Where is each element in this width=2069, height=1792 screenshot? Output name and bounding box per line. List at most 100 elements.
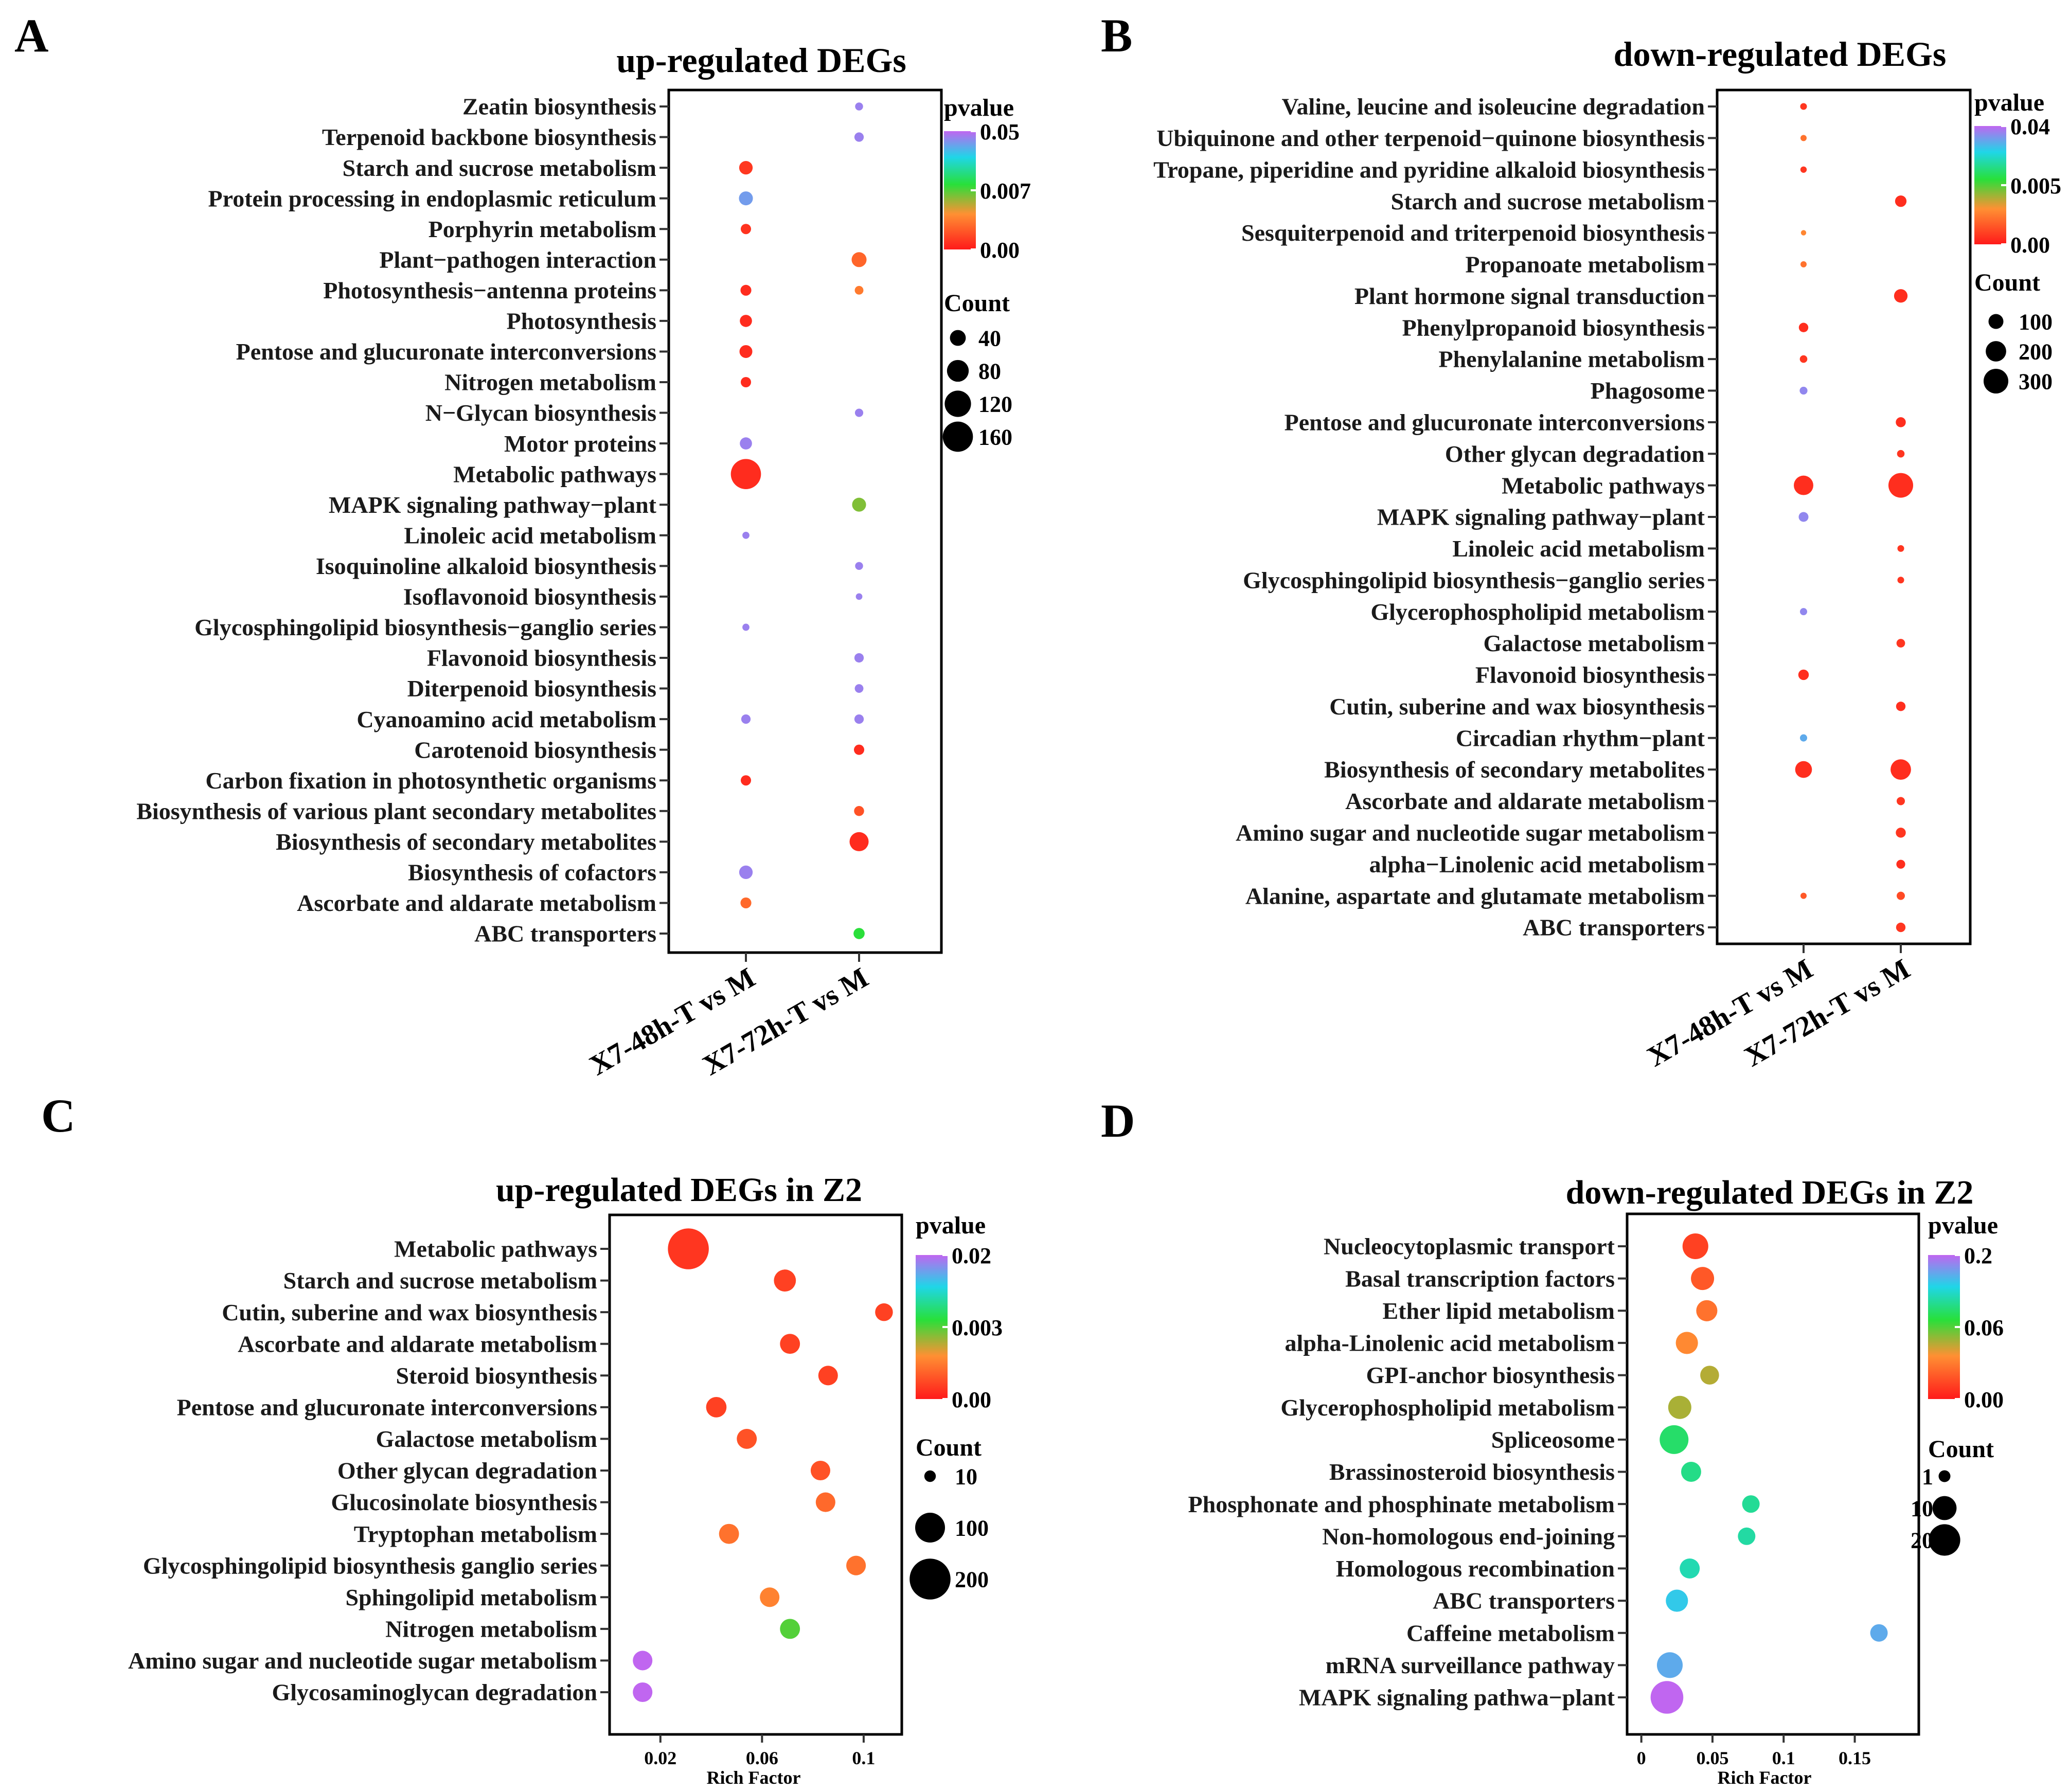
data-point [1696, 1300, 1718, 1321]
count-legend-label: 10 [955, 1464, 977, 1489]
term-label: Porphyrin metabolism [429, 216, 656, 242]
x-tick-label: 0.02 [644, 1748, 676, 1768]
term-label: Plant hormone signal transduction [1354, 283, 1705, 309]
term-label: Glucosinolate biosynthesis [331, 1489, 597, 1515]
colorbar-tick-label: 0.05 [980, 119, 1020, 145]
term-label: GPI-anchor biosynthesis [1366, 1362, 1615, 1388]
count-legend-dot [1938, 1470, 1951, 1482]
term-label: Phenylpropanoid biosynthesis [1402, 314, 1705, 341]
term-label: alpha-Linolenic acid metabolism [1285, 1330, 1615, 1356]
data-point [740, 377, 752, 388]
data-point [1800, 892, 1807, 899]
data-point [739, 191, 753, 206]
count-legend-dot [1929, 1524, 1960, 1556]
term-label: Non-homologous end-joining [1322, 1523, 1615, 1549]
data-point [1798, 512, 1809, 522]
data-point [875, 1303, 893, 1321]
count-legend-dot [909, 1558, 951, 1600]
x-tick-label: 0.1 [852, 1748, 875, 1768]
data-point [774, 1269, 796, 1292]
term-label: Glycosphingolipid biosynthesis−ganglio s… [194, 614, 656, 640]
colorbar-tick-label: 0.00 [952, 1387, 991, 1412]
data-point [854, 132, 864, 142]
count-legend-label: 10 [1911, 1496, 1933, 1521]
data-point [818, 1366, 838, 1386]
x-category-label: X7-48h-T vs M [1642, 953, 1818, 1073]
term-label: Sphingolipid metabolism [345, 1584, 597, 1610]
term-label: Brassinosteroid biosynthesis [1329, 1459, 1615, 1485]
plot-frame [1716, 88, 1972, 945]
data-point [1700, 1366, 1719, 1385]
term-label: Other glycan degradation [337, 1458, 597, 1484]
data-point [853, 928, 865, 939]
term-label: Photosynthesis−antenna proteins [323, 277, 656, 303]
term-label: Tropane, piperidine and pyridine alkaloi… [1153, 156, 1705, 183]
term-label: Carbon fixation in photosynthetic organi… [205, 767, 656, 794]
term-label: Glycosphingolipid biosynthesis−ganglio s… [1243, 567, 1705, 593]
data-point [1680, 1558, 1700, 1579]
panel-letter-d: D [1101, 1095, 1135, 1147]
data-point [1800, 166, 1807, 173]
x-axis-label: Rich Factor [1718, 1767, 1812, 1788]
term-label: Phenylalanine metabolism [1438, 346, 1705, 372]
data-point [1794, 475, 1813, 495]
chart-title: up-regulated DEGs [616, 41, 906, 80]
data-point [1656, 1652, 1683, 1678]
term-label: Biosynthesis of secondary metabolites [1324, 757, 1705, 783]
term-label: N−Glycan biosynthesis [425, 400, 656, 426]
data-point [1895, 195, 1907, 207]
colorbar-tick-label: 0.00 [1964, 1387, 2004, 1412]
term-label: Pentose and glucuronate interconversions [236, 338, 656, 365]
count-legend-dot [944, 390, 971, 417]
panel-c-dot-plot: up-regulated DEGs in Z2 Metabolic pathway… [128, 1171, 1003, 1788]
term-label: Motor proteins [504, 431, 656, 457]
x-axis-label: Rich Factor [707, 1767, 801, 1788]
term-label: Nitrogen metabolism [385, 1616, 597, 1642]
term-label: Ascorbate and aldarate metabolism [297, 890, 656, 916]
term-label: Cutin, suberine and wax biosynthesis [222, 1299, 597, 1325]
data-point [1870, 1624, 1888, 1642]
term-label: Ether lipid metabolism [1382, 1298, 1615, 1324]
count-legend-label: 200 [955, 1567, 989, 1592]
term-label: Cyanoamino acid metabolism [356, 706, 656, 732]
data-point [740, 284, 752, 296]
term-label: Glycosaminoglycan degradation [272, 1679, 597, 1706]
term-label: Phosphonate and phosphinate metabolism [1188, 1491, 1615, 1517]
legend-pvalue-title: pvalue [944, 94, 1014, 121]
count-legend-dot [950, 330, 966, 346]
colorbar-tick-label: 0.06 [1964, 1315, 2004, 1340]
term-label: ABC transporters [1433, 1588, 1615, 1614]
data-point [855, 593, 863, 600]
term-label: Amino sugar and nucleotide sugar metabol… [1236, 819, 1705, 846]
count-legend-dot [947, 360, 969, 382]
data-point [740, 315, 752, 327]
count-legend-dot [1932, 1496, 1957, 1520]
term-label: Metabolic pathways [453, 461, 656, 487]
data-point [633, 1682, 653, 1703]
term-label: Metabolic pathways [1502, 472, 1705, 498]
term-label: Basal transcription factors [1345, 1265, 1615, 1292]
term-label: Protein processing in endoplasmic reticu… [208, 185, 656, 211]
panel-b-dot-plot: down-regulated DEGs Valine, leucine and i… [1153, 34, 2061, 1073]
data-point [849, 832, 869, 851]
term-label: Cutin, suberine and wax biosynthesis [1329, 693, 1705, 720]
term-label: Photosynthesis [507, 308, 656, 334]
data-point [1691, 1267, 1715, 1291]
data-point [719, 1524, 739, 1544]
term-label: Phagosome [1591, 378, 1705, 404]
term-label: Sesquiterpenoid and triterpenoid biosynt… [1241, 220, 1705, 246]
data-point [737, 1428, 757, 1449]
data-point [1897, 797, 1905, 805]
colorbar-tick-label: 0.02 [952, 1243, 991, 1268]
term-label: Flavonoid biosynthesis [1475, 662, 1705, 688]
data-point [846, 1555, 866, 1575]
panel-letter-b: B [1101, 9, 1132, 62]
data-point [1799, 734, 1808, 742]
term-label: Glycosphingolipid biosynthesis ganglio s… [143, 1552, 597, 1579]
term-label: Valine, leucine and isoleucine degradati… [1281, 94, 1705, 120]
term-label: Biosynthesis of various plant secondary … [136, 798, 656, 824]
data-point [780, 1334, 800, 1354]
term-label: Plant−pathogen interaction [379, 246, 656, 273]
colorbar-tick-label: 0.04 [2010, 114, 2050, 139]
term-label: Starch and sucrose metabolism [283, 1267, 597, 1294]
